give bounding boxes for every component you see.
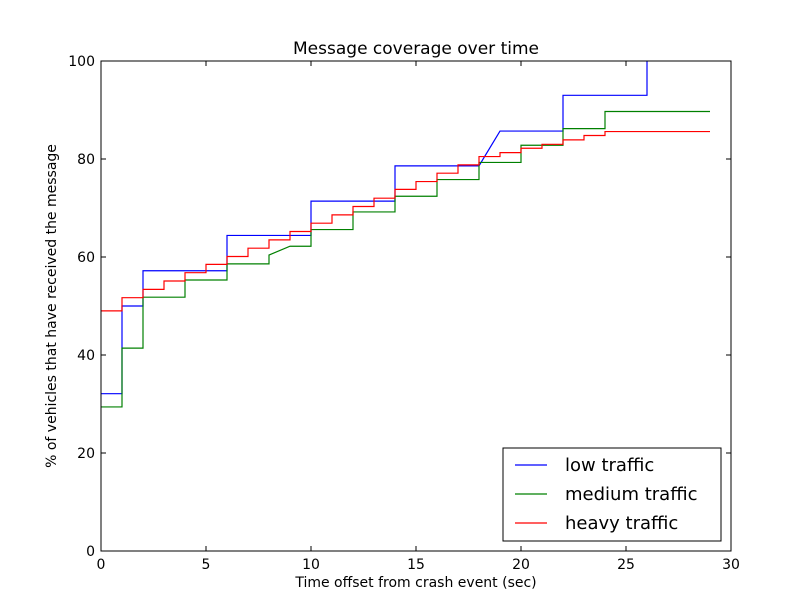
- y-tick-label: 80: [77, 152, 95, 168]
- x-tick-label: 0: [97, 557, 106, 573]
- y-axis-label: % of vehicles that have received the mes…: [44, 144, 60, 468]
- legend-label: heavy traffic: [565, 513, 678, 534]
- y-tick-label: 40: [77, 348, 95, 364]
- x-axis-label: Time offset from crash event (sec): [294, 575, 536, 591]
- x-tick-label: 25: [617, 557, 635, 573]
- series-line-heavy-traffic: [101, 130, 710, 312]
- series-line-medium-traffic: [101, 110, 710, 408]
- legend-label: medium traffic: [565, 484, 698, 505]
- legend: low traffic medium traffic heavy traffic: [502, 447, 722, 542]
- x-tick-label: 10: [302, 557, 320, 573]
- y-tick-label: 60: [77, 250, 95, 266]
- series-line-low-traffic: [101, 61, 648, 395]
- x-tick-label: 5: [202, 557, 211, 573]
- x-tick-label: 20: [512, 557, 530, 573]
- x-tick-label: 15: [407, 557, 425, 573]
- legend-box: [502, 447, 722, 542]
- chart-title: Message coverage over time: [293, 39, 539, 59]
- y-tick-label: 20: [77, 446, 95, 462]
- x-tick-label: 30: [722, 557, 740, 573]
- legend-label: low traffic: [565, 455, 654, 476]
- y-tick-label: 100: [68, 54, 95, 70]
- y-tick-label: 0: [86, 544, 95, 560]
